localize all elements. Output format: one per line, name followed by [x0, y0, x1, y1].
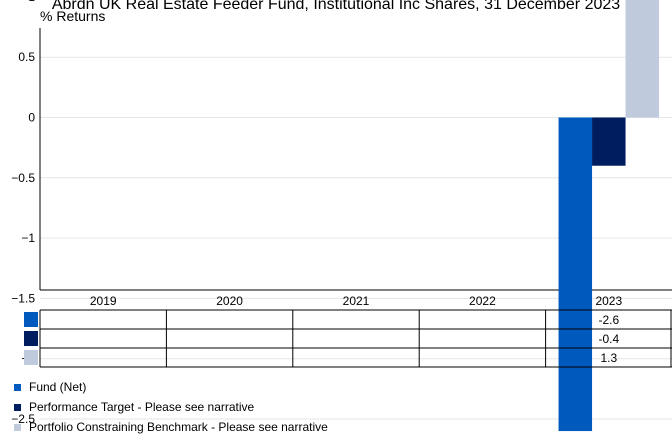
- table-value: 1.3: [600, 351, 617, 365]
- table-row-swatch: [24, 331, 38, 346]
- y-tick-label: 0.5: [18, 50, 35, 64]
- y-tick-label: 0: [28, 111, 35, 125]
- legend-item-performance-target: Performance Target - Please see narrativ…: [14, 397, 328, 417]
- legend: Fund (Net) Performance Target - Please s…: [14, 377, 328, 437]
- x-tick-label: 2020: [216, 294, 243, 308]
- y-axis-label: % Returns: [40, 8, 106, 24]
- chart-title: Abrdn UK Real Estate Feeder Fund, Instit…: [51, 0, 621, 13]
- legend-label-benchmark: Portfolio Constraining Benchmark - Pleas…: [29, 420, 328, 434]
- x-tick-label: 2019: [90, 294, 117, 308]
- y-tick-label: 1: [28, 0, 35, 4]
- legend-label-fund: Fund (Net): [29, 380, 87, 394]
- legend-swatch-fund: [14, 383, 21, 391]
- legend-item-benchmark: Portfolio Constraining Benchmark - Pleas…: [14, 417, 328, 437]
- y-tick-label: −1.5: [11, 291, 35, 305]
- x-tick-label: 2023: [595, 294, 622, 308]
- bar-performance-target-2023: [592, 117, 626, 166]
- table-value: -2.6: [598, 313, 619, 327]
- legend-swatch-performance-target: [14, 403, 21, 411]
- y-tick-label: −1: [21, 231, 35, 245]
- table-value: -0.4: [598, 332, 619, 346]
- legend-swatch-benchmark: [14, 423, 21, 431]
- legend-label-performance-target: Performance Target - Please see narrativ…: [29, 400, 255, 414]
- y-tick-label: −2.5: [11, 412, 35, 426]
- y-tick-label: −0.5: [11, 171, 35, 185]
- table-row-swatch: [24, 350, 38, 365]
- legend-item-fund: Fund (Net): [14, 377, 328, 397]
- x-tick-label: 2021: [343, 294, 370, 308]
- bar-benchmark-2023: [625, 0, 660, 118]
- x-tick-label: 2022: [469, 294, 496, 308]
- bar-fund-2023: [558, 117, 593, 432]
- table-row-swatch: [24, 312, 38, 327]
